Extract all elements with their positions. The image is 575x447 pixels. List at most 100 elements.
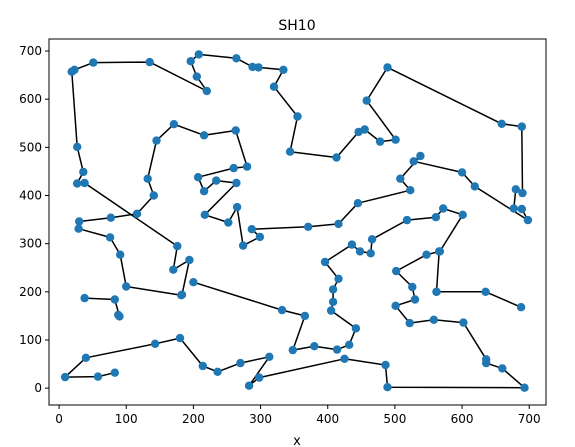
city-point-2-45 [150,339,160,348]
city-point-1-3 [89,58,98,67]
city-point-2-41 [236,358,245,368]
x-tick-label-400: 400 [316,412,339,426]
y-tick-label-300: 300 [19,237,42,251]
city-point-2-10 [328,297,338,307]
x-axis-label: x [293,434,301,447]
city-point-3-1 [80,293,89,303]
city-point-2-30 [459,318,468,327]
city-point-1-25 [518,188,527,198]
city-point-1-32 [409,157,418,166]
city-point-2-46 [81,353,91,362]
city-point-2-40 [265,352,274,361]
city-point-2-26 [410,295,420,304]
city-point-2-28 [405,318,414,328]
city-point-2-7 [345,340,354,349]
city-point-1-21 [362,96,371,105]
city-point-1-20 [391,135,400,144]
y-axis: 0 100 200 300 400 500 600 700 [19,44,49,395]
city-point-2-38 [255,373,264,382]
city-point-2-29 [429,315,438,324]
city-point-1-51 [231,126,240,135]
city-point-1-58 [106,213,116,222]
x-tick-label-0: 0 [55,412,63,426]
x-tick-label-500: 500 [383,412,406,426]
y-tick-label-700: 700 [19,44,42,58]
city-point-2-25 [408,282,417,292]
city-point-1-68 [173,241,182,251]
city-point-1-13 [269,82,279,91]
city-point-1-66 [185,255,194,265]
plot-frame [48,38,547,406]
city-point-2-33 [498,364,507,373]
city-point-2-27 [391,301,400,310]
city-point-1-6 [192,72,201,81]
city-point-1-70 [73,179,82,188]
city-point-1-7 [186,57,195,66]
city-point-2-18 [402,215,412,225]
city-point-1-59 [75,217,84,226]
city-point-1-42 [232,202,242,212]
city-point-5-1 [432,287,441,296]
city-point-2-34 [520,383,529,392]
city-point-1-37 [334,219,343,229]
city-point-1-4 [145,57,154,67]
chart-title: SH10 [278,18,315,34]
city-point-2-48 [93,372,103,381]
city-point-1-9 [232,54,241,63]
x-tick-label-700: 700 [518,412,541,426]
city-point-2-6 [332,345,342,354]
x-axis: 0 100 200 300 400 500 600 700 [55,405,541,426]
x-tick-label-200: 200 [182,412,205,426]
city-point-1-14 [293,112,302,121]
city-point-1-31 [457,168,467,177]
city-point-1-28 [517,204,526,214]
city-point-2-32 [482,358,491,368]
city-point-2-39 [244,381,254,390]
city-point-1-69 [80,178,89,188]
plot-area [60,50,533,392]
city-point-1-8 [194,50,203,59]
city-point-1-39 [247,225,256,234]
city-point-2-5 [310,342,319,351]
city-point-1-60 [74,224,83,233]
city-point-1-73 [67,67,77,76]
y-tick-label-200: 200 [19,285,42,299]
city-point-2-17 [367,235,377,244]
city-point-2-24 [392,266,401,276]
city-point-2-35 [383,383,392,392]
city-point-1-33 [416,151,425,161]
city-point-2-37 [340,354,349,363]
city-point-2-23 [422,250,431,259]
city-point-2-2 [277,305,287,315]
city-point-1-5 [202,86,211,96]
city-point-1-38 [304,222,313,231]
city-point-1-44 [200,210,209,219]
city-point-1-54 [152,136,161,145]
city-point-1-24 [517,122,526,131]
city-point-2-42 [213,367,222,376]
city-point-1-27 [509,204,518,213]
city-point-2-16 [366,249,375,258]
city-point-3-4 [114,310,123,320]
city-point-4-3 [516,303,526,312]
city-point-2-13 [320,257,330,267]
city-point-1-40 [255,232,265,242]
city-point-2-8 [351,324,361,333]
city-point-1-56 [149,191,158,200]
city-point-2-9 [326,306,336,315]
city-point-1-57 [132,209,142,218]
city-point-1-23 [497,119,506,128]
city-point-1-71 [79,167,88,177]
city-point-1-18 [360,125,369,134]
city-point-1-46 [212,176,221,185]
city-point-2-3 [300,311,310,321]
city-point-2-47 [60,372,70,382]
city-point-1-11 [254,63,263,72]
city-point-1-47 [199,187,209,196]
city-point-1-49 [229,163,238,173]
city-point-1-63 [122,282,131,291]
y-tick-label-0: 0 [34,381,42,395]
city-point-1-43 [224,218,233,227]
